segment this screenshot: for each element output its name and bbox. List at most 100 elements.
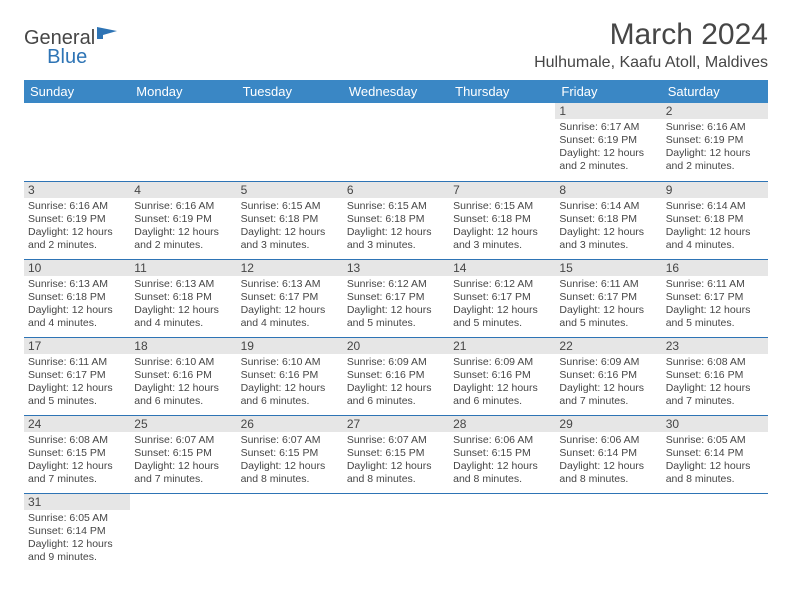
day-number: 31 bbox=[24, 494, 130, 510]
calendar-cell: 1Sunrise: 6:17 AMSunset: 6:19 PMDaylight… bbox=[555, 103, 661, 181]
calendar-cell: 8Sunrise: 6:14 AMSunset: 6:18 PMDaylight… bbox=[555, 181, 661, 259]
day-info: Sunrise: 6:13 AMSunset: 6:18 PMDaylight:… bbox=[130, 276, 236, 335]
day-number: 3 bbox=[24, 182, 130, 198]
day-number: 23 bbox=[662, 338, 768, 354]
location: Hulhumale, Kaafu Atoll, Maldives bbox=[534, 54, 768, 72]
day-info: Sunrise: 6:15 AMSunset: 6:18 PMDaylight:… bbox=[343, 198, 449, 257]
calendar-cell: 4Sunrise: 6:16 AMSunset: 6:19 PMDaylight… bbox=[130, 181, 236, 259]
day-number: 6 bbox=[343, 182, 449, 198]
day-info: Sunrise: 6:09 AMSunset: 6:16 PMDaylight:… bbox=[555, 354, 661, 413]
day-info: Sunrise: 6:11 AMSunset: 6:17 PMDaylight:… bbox=[555, 276, 661, 335]
calendar-cell: 19Sunrise: 6:10 AMSunset: 6:16 PMDayligh… bbox=[237, 337, 343, 415]
day-info: Sunrise: 6:06 AMSunset: 6:14 PMDaylight:… bbox=[555, 432, 661, 491]
calendar-cell: 7Sunrise: 6:15 AMSunset: 6:18 PMDaylight… bbox=[449, 181, 555, 259]
day-info: Sunrise: 6:11 AMSunset: 6:17 PMDaylight:… bbox=[24, 354, 130, 413]
day-info: Sunrise: 6:15 AMSunset: 6:18 PMDaylight:… bbox=[449, 198, 555, 257]
day-number: 9 bbox=[662, 182, 768, 198]
calendar-cell: 13Sunrise: 6:12 AMSunset: 6:17 PMDayligh… bbox=[343, 259, 449, 337]
day-number: 30 bbox=[662, 416, 768, 432]
calendar-row: 17Sunrise: 6:11 AMSunset: 6:17 PMDayligh… bbox=[24, 337, 768, 415]
calendar-cell bbox=[343, 493, 449, 571]
weekday-header: Monday bbox=[130, 80, 236, 103]
day-number: 5 bbox=[237, 182, 343, 198]
calendar-cell bbox=[343, 103, 449, 181]
calendar-cell: 11Sunrise: 6:13 AMSunset: 6:18 PMDayligh… bbox=[130, 259, 236, 337]
day-info: Sunrise: 6:16 AMSunset: 6:19 PMDaylight:… bbox=[662, 119, 768, 178]
day-info: Sunrise: 6:14 AMSunset: 6:18 PMDaylight:… bbox=[555, 198, 661, 257]
calendar-cell bbox=[449, 103, 555, 181]
day-number: 7 bbox=[449, 182, 555, 198]
calendar-cell: 28Sunrise: 6:06 AMSunset: 6:15 PMDayligh… bbox=[449, 415, 555, 493]
day-number: 11 bbox=[130, 260, 236, 276]
calendar-cell bbox=[237, 493, 343, 571]
calendar-cell bbox=[662, 493, 768, 571]
flag-icon bbox=[97, 24, 119, 47]
day-number: 29 bbox=[555, 416, 661, 432]
day-info: Sunrise: 6:14 AMSunset: 6:18 PMDaylight:… bbox=[662, 198, 768, 257]
day-info: Sunrise: 6:13 AMSunset: 6:17 PMDaylight:… bbox=[237, 276, 343, 335]
day-number: 27 bbox=[343, 416, 449, 432]
day-number: 22 bbox=[555, 338, 661, 354]
title-block: March 2024 Hulhumale, Kaafu Atoll, Maldi… bbox=[534, 18, 768, 72]
day-number: 16 bbox=[662, 260, 768, 276]
day-number: 15 bbox=[555, 260, 661, 276]
weekday-header: Friday bbox=[555, 80, 661, 103]
calendar-cell bbox=[237, 103, 343, 181]
calendar-cell bbox=[555, 493, 661, 571]
calendar-cell: 22Sunrise: 6:09 AMSunset: 6:16 PMDayligh… bbox=[555, 337, 661, 415]
calendar-cell: 26Sunrise: 6:07 AMSunset: 6:15 PMDayligh… bbox=[237, 415, 343, 493]
calendar-cell: 27Sunrise: 6:07 AMSunset: 6:15 PMDayligh… bbox=[343, 415, 449, 493]
calendar-cell: 23Sunrise: 6:08 AMSunset: 6:16 PMDayligh… bbox=[662, 337, 768, 415]
calendar-body: 1Sunrise: 6:17 AMSunset: 6:19 PMDaylight… bbox=[24, 103, 768, 571]
day-number: 12 bbox=[237, 260, 343, 276]
calendar-row: 1Sunrise: 6:17 AMSunset: 6:19 PMDaylight… bbox=[24, 103, 768, 181]
day-info: Sunrise: 6:10 AMSunset: 6:16 PMDaylight:… bbox=[237, 354, 343, 413]
day-number: 28 bbox=[449, 416, 555, 432]
calendar-cell bbox=[449, 493, 555, 571]
calendar-cell: 15Sunrise: 6:11 AMSunset: 6:17 PMDayligh… bbox=[555, 259, 661, 337]
calendar-row: 10Sunrise: 6:13 AMSunset: 6:18 PMDayligh… bbox=[24, 259, 768, 337]
calendar-cell: 30Sunrise: 6:05 AMSunset: 6:14 PMDayligh… bbox=[662, 415, 768, 493]
day-info: Sunrise: 6:09 AMSunset: 6:16 PMDaylight:… bbox=[343, 354, 449, 413]
calendar-cell: 25Sunrise: 6:07 AMSunset: 6:15 PMDayligh… bbox=[130, 415, 236, 493]
calendar-table: SundayMondayTuesdayWednesdayThursdayFrid… bbox=[24, 80, 768, 571]
day-info: Sunrise: 6:06 AMSunset: 6:15 PMDaylight:… bbox=[449, 432, 555, 491]
calendar-cell: 5Sunrise: 6:15 AMSunset: 6:18 PMDaylight… bbox=[237, 181, 343, 259]
day-number: 4 bbox=[130, 182, 236, 198]
day-info: Sunrise: 6:09 AMSunset: 6:16 PMDaylight:… bbox=[449, 354, 555, 413]
calendar-cell: 31Sunrise: 6:05 AMSunset: 6:14 PMDayligh… bbox=[24, 493, 130, 571]
day-info: Sunrise: 6:17 AMSunset: 6:19 PMDaylight:… bbox=[555, 119, 661, 178]
calendar-cell: 12Sunrise: 6:13 AMSunset: 6:17 PMDayligh… bbox=[237, 259, 343, 337]
calendar-cell: 24Sunrise: 6:08 AMSunset: 6:15 PMDayligh… bbox=[24, 415, 130, 493]
weekday-header: Saturday bbox=[662, 80, 768, 103]
header: General March 2024 Hulhumale, Kaafu Atol… bbox=[24, 18, 768, 72]
day-info: Sunrise: 6:05 AMSunset: 6:14 PMDaylight:… bbox=[24, 510, 130, 569]
calendar-cell bbox=[130, 103, 236, 181]
day-info: Sunrise: 6:13 AMSunset: 6:18 PMDaylight:… bbox=[24, 276, 130, 335]
calendar-cell: 20Sunrise: 6:09 AMSunset: 6:16 PMDayligh… bbox=[343, 337, 449, 415]
day-info: Sunrise: 6:16 AMSunset: 6:19 PMDaylight:… bbox=[24, 198, 130, 257]
weekday-header: Sunday bbox=[24, 80, 130, 103]
calendar-row: 24Sunrise: 6:08 AMSunset: 6:15 PMDayligh… bbox=[24, 415, 768, 493]
calendar-cell: 16Sunrise: 6:11 AMSunset: 6:17 PMDayligh… bbox=[662, 259, 768, 337]
day-info: Sunrise: 6:10 AMSunset: 6:16 PMDaylight:… bbox=[130, 354, 236, 413]
day-number: 10 bbox=[24, 260, 130, 276]
calendar-cell: 6Sunrise: 6:15 AMSunset: 6:18 PMDaylight… bbox=[343, 181, 449, 259]
day-info: Sunrise: 6:07 AMSunset: 6:15 PMDaylight:… bbox=[237, 432, 343, 491]
calendar-row: 31Sunrise: 6:05 AMSunset: 6:14 PMDayligh… bbox=[24, 493, 768, 571]
day-number: 21 bbox=[449, 338, 555, 354]
calendar-cell: 21Sunrise: 6:09 AMSunset: 6:16 PMDayligh… bbox=[449, 337, 555, 415]
day-number: 2 bbox=[662, 103, 768, 119]
day-info: Sunrise: 6:16 AMSunset: 6:19 PMDaylight:… bbox=[130, 198, 236, 257]
calendar-cell: 9Sunrise: 6:14 AMSunset: 6:18 PMDaylight… bbox=[662, 181, 768, 259]
day-number: 13 bbox=[343, 260, 449, 276]
day-info: Sunrise: 6:12 AMSunset: 6:17 PMDaylight:… bbox=[343, 276, 449, 335]
calendar-cell bbox=[130, 493, 236, 571]
day-number: 24 bbox=[24, 416, 130, 432]
day-number: 14 bbox=[449, 260, 555, 276]
day-info: Sunrise: 6:08 AMSunset: 6:16 PMDaylight:… bbox=[662, 354, 768, 413]
weekday-header-row: SundayMondayTuesdayWednesdayThursdayFrid… bbox=[24, 80, 768, 103]
weekday-header: Wednesday bbox=[343, 80, 449, 103]
calendar-cell: 18Sunrise: 6:10 AMSunset: 6:16 PMDayligh… bbox=[130, 337, 236, 415]
logo-text-blue: Blue bbox=[47, 46, 87, 69]
